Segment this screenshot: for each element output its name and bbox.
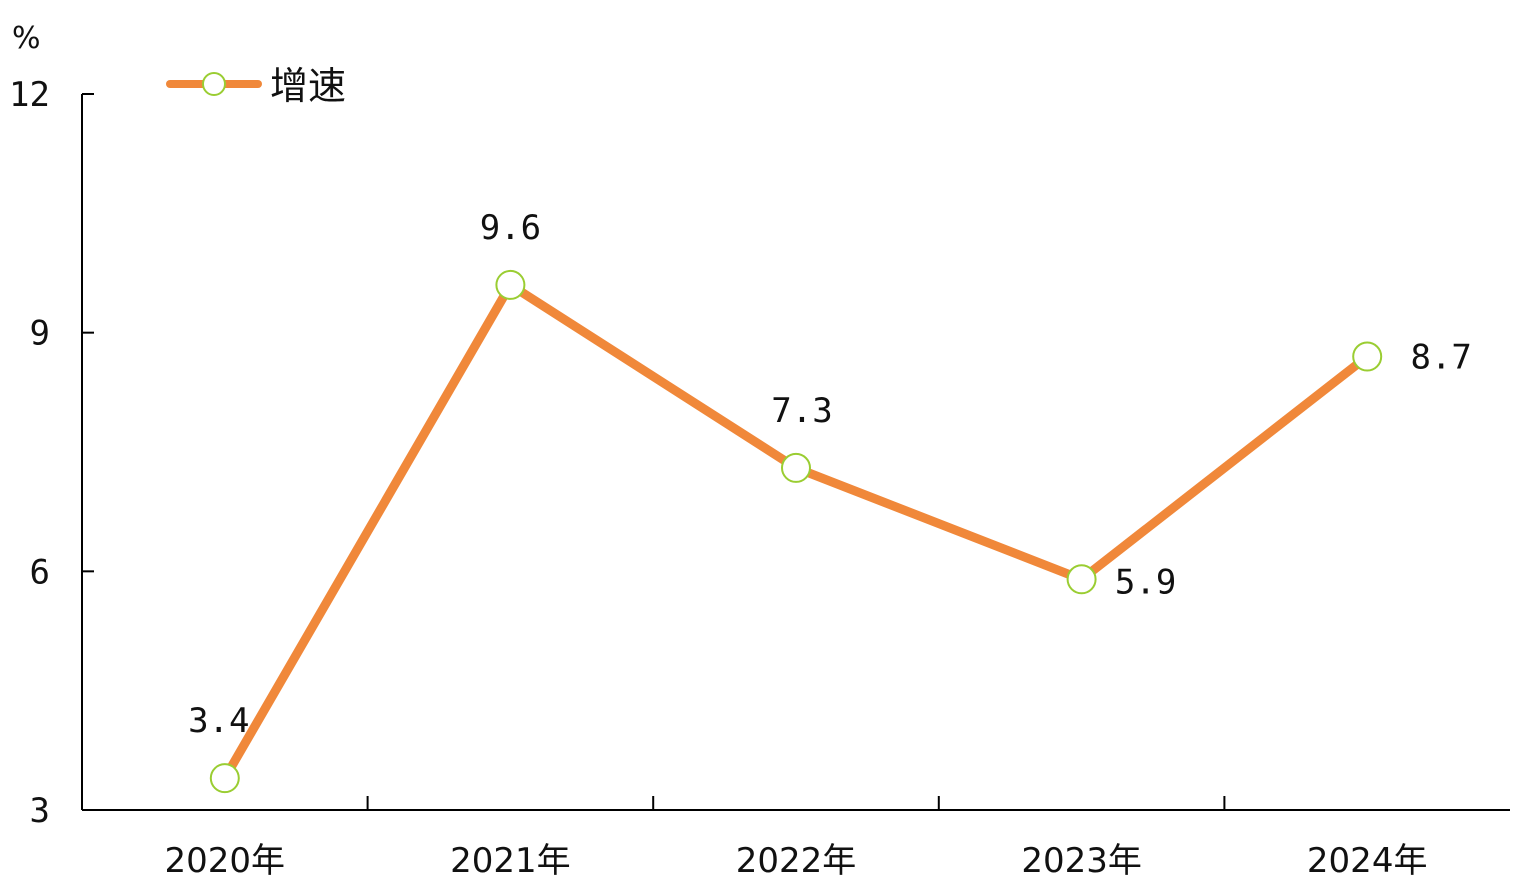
y-tick-label: 3 (30, 791, 50, 831)
data-point (209, 763, 240, 794)
data-point (781, 452, 811, 483)
x-tick-label: 2021年 (450, 841, 571, 881)
data-point (1352, 341, 1383, 372)
legend-label: 增速 (270, 64, 346, 108)
data-point (495, 269, 526, 300)
x-tick-label: 2020年 (165, 841, 286, 881)
data-point (1066, 564, 1097, 595)
y-unit-label: % (12, 21, 41, 56)
y-tick-label: 9 (30, 314, 50, 354)
axes: 3 6 9 12 2020年 2021年 2022年 2023年 2024年 (9, 75, 1510, 881)
legend-marker (202, 72, 226, 96)
data-label: 8.7 (1410, 338, 1471, 378)
x-tick-label: 2023年 (1021, 841, 1142, 881)
data-label: 5.9 (1115, 562, 1176, 602)
data-label: 3.4 (188, 701, 249, 741)
y-tick-label: 12 (9, 75, 50, 115)
series-line (220, 280, 1372, 783)
data-label: 9.6 (480, 208, 541, 248)
plot-area: 3.4 9.6 7.3 5.9 8.7 (188, 208, 1472, 794)
data-label: 7.3 (771, 391, 832, 431)
y-tick-label: 6 (30, 552, 50, 592)
legend: 增速 (166, 64, 346, 108)
x-tick-label: 2022年 (736, 841, 857, 881)
x-tick-label: 2024年 (1307, 841, 1428, 881)
